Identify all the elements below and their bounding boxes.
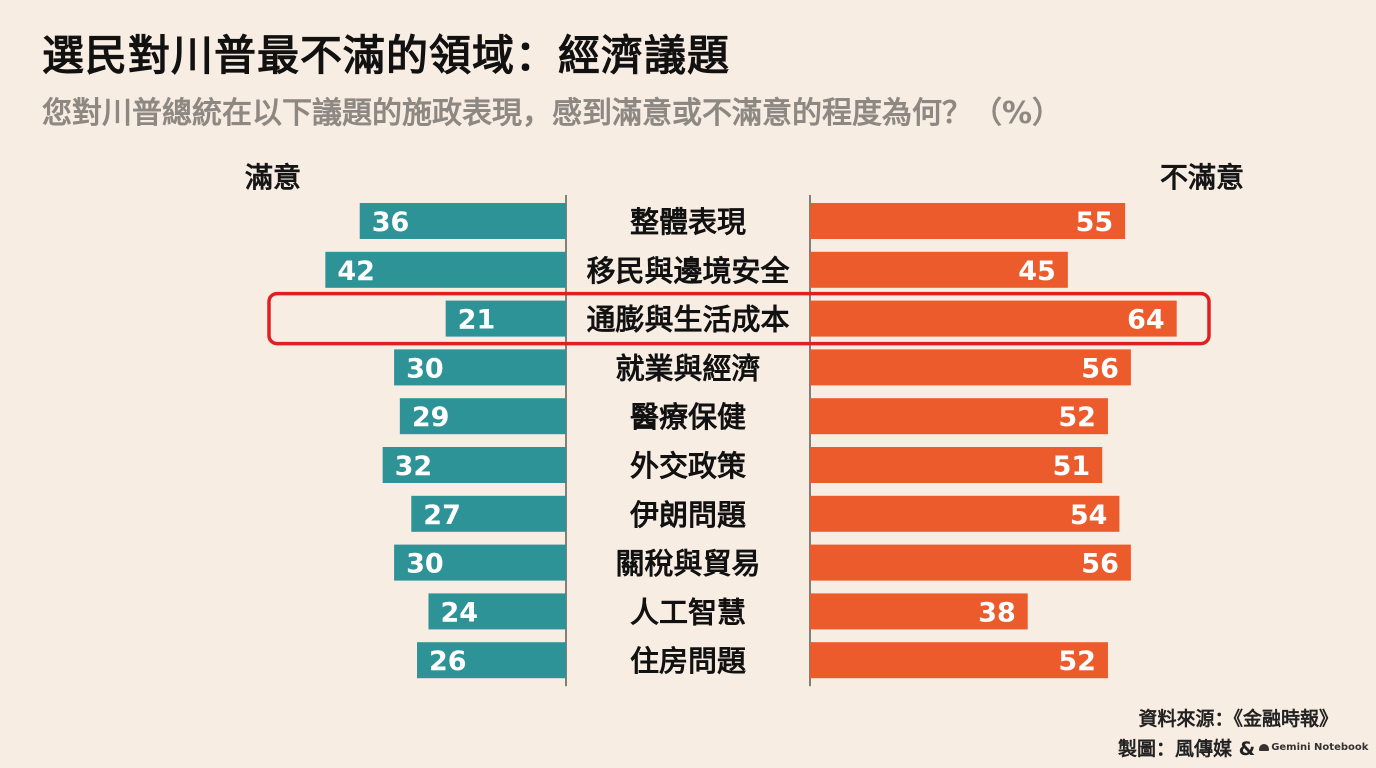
bar-satisfied: [445, 300, 566, 337]
category-label: 人工智慧: [630, 595, 746, 629]
bar-satisfied: [417, 642, 566, 679]
bar-dissatisfied: [810, 495, 1120, 532]
bar-dissatisfied: [810, 251, 1068, 288]
bar-satisfied: [359, 203, 566, 239]
bar-satisfied: [399, 398, 566, 435]
bar-satisfied: [382, 447, 566, 483]
credit-note: 製圖：風傳媒 & Gemini Notebook: [1118, 734, 1368, 761]
bar-satisfied: [428, 593, 566, 630]
source-note: 資料來源：《金融時報》: [1138, 708, 1338, 730]
value-label-dissatisfied: 52: [1058, 402, 1096, 433]
legend-dissatisfied: 不滿意: [1160, 161, 1245, 194]
chart-subtitle: 您對川普總統在以下議題的施政表現，感到滿意或不滿意的程度為何？（%）: [42, 96, 1063, 131]
category-label: 外交政策: [630, 449, 747, 483]
value-label-satisfied: 24: [440, 597, 478, 628]
value-label-satisfied: 29: [412, 402, 450, 433]
value-label-satisfied: 30: [406, 353, 444, 384]
value-label-dissatisfied: 52: [1058, 646, 1096, 677]
bar-dissatisfied: [810, 349, 1131, 386]
gemini-notebook-logo: Gemini Notebook: [1259, 742, 1368, 753]
category-label: 醫療保健: [630, 400, 746, 434]
value-label-satisfied: 36: [372, 207, 410, 238]
gemini-notebook-icon: [1259, 744, 1270, 751]
value-label-dissatisfied: 38: [978, 597, 1016, 628]
value-label-dissatisfied: 56: [1081, 549, 1119, 580]
credit-text: 製圖：風傳媒 &: [1118, 738, 1256, 760]
bar-dissatisfied: [810, 398, 1108, 435]
value-label-satisfied: 27: [423, 500, 461, 531]
chart-title: 選民對川普最不滿的領域：經濟議題: [42, 31, 731, 80]
category-label: 住房問題: [630, 644, 747, 678]
bar-dissatisfied: [810, 203, 1126, 239]
bar-dissatisfied: [810, 642, 1108, 679]
bar-satisfied: [394, 544, 566, 581]
value-label-dissatisfied: 51: [1053, 451, 1091, 482]
bar-satisfied: [325, 251, 566, 288]
category-label: 就業與經濟: [615, 351, 760, 385]
gemini-notebook-label: Gemini Notebook: [1271, 742, 1369, 753]
value-label-dissatisfied: 64: [1127, 305, 1165, 336]
value-label-satisfied: 21: [458, 305, 496, 336]
bar-satisfied: [394, 349, 566, 386]
category-label: 伊朗問題: [629, 498, 747, 532]
bar-dissatisfied: [810, 544, 1131, 581]
value-label-satisfied: 42: [337, 256, 375, 287]
value-label-satisfied: 32: [395, 451, 433, 482]
bar-satisfied: [411, 495, 566, 532]
bar-dissatisfied: [810, 300, 1177, 337]
category-label: 關稅與貿易: [615, 547, 760, 581]
category-label: 通膨與生活成本: [586, 303, 789, 337]
value-label-dissatisfied: 45: [1018, 256, 1056, 287]
bar-dissatisfied: [810, 593, 1028, 630]
value-label-dissatisfied: 56: [1081, 353, 1119, 384]
category-label: 整體表現: [630, 205, 746, 239]
value-label-dissatisfied: 54: [1070, 500, 1108, 531]
highlight-box: [267, 291, 1211, 346]
value-label-dissatisfied: 55: [1076, 207, 1114, 238]
category-label: 移民與邊境安全: [586, 254, 790, 288]
legend-satisfied: 滿意: [245, 161, 302, 194]
value-label-satisfied: 30: [406, 549, 444, 580]
bar-dissatisfied: [810, 447, 1103, 483]
value-label-satisfied: 26: [429, 646, 467, 677]
